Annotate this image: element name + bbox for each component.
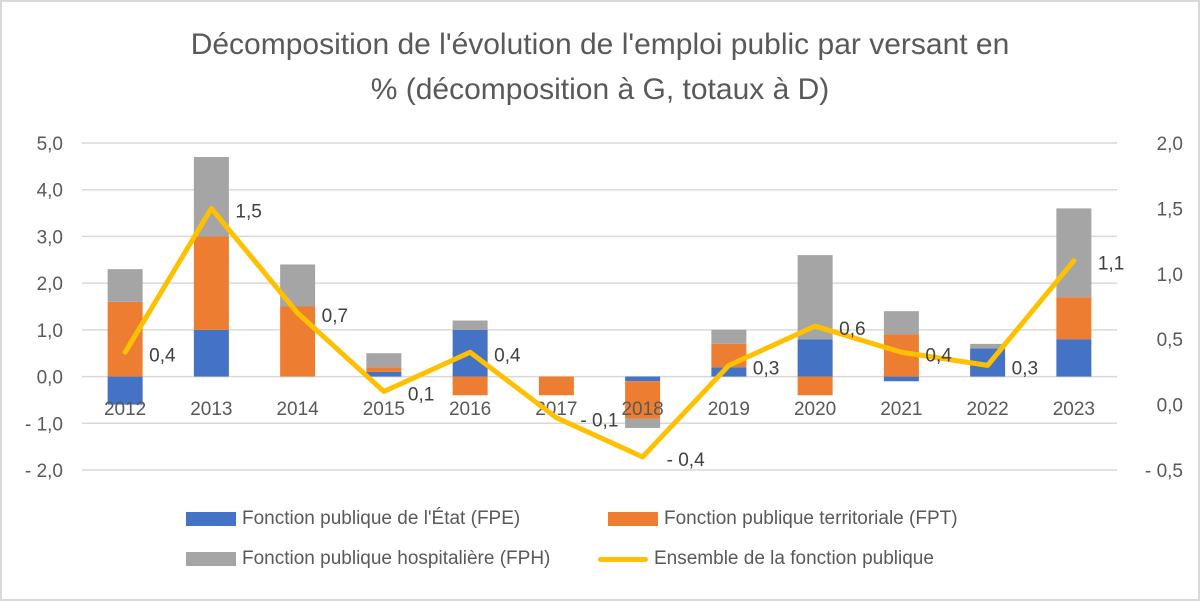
y-right-tick-label: 2,0 bbox=[1157, 134, 1183, 155]
bar-segment-fpt bbox=[625, 381, 661, 419]
bar-segment-fpt bbox=[538, 376, 574, 396]
chart-title-line-1: Décomposition de l'évolution de l'emploi… bbox=[190, 28, 1010, 61]
y-axis-left-labels: 5,0 4,0 3,0 2,0 1,0 0,0 - 1,0 - 2,0 bbox=[25, 134, 63, 482]
line-data-label: 0,6 bbox=[839, 319, 865, 340]
bar-segment-fpe bbox=[625, 376, 661, 382]
x-tick-label: 2018 bbox=[621, 399, 663, 420]
line-data-label: 0,4 bbox=[149, 345, 176, 366]
bar-segment-fpe bbox=[366, 371, 402, 377]
total-line bbox=[122, 205, 1077, 460]
line-data-label: 0,4 bbox=[925, 345, 952, 366]
bar-segment-fpt bbox=[797, 376, 833, 396]
y-left-tick-label: 0,0 bbox=[37, 368, 63, 389]
line-data-label: - 0,1 bbox=[580, 411, 618, 432]
y-axis-right-labels: 2,0 1,5 1,0 0,5 0,0 - 0,5 bbox=[1145, 134, 1183, 482]
bar-segment-fph bbox=[970, 343, 1006, 349]
line-data-label: 0,3 bbox=[1012, 358, 1038, 379]
bar-segment-fpt bbox=[1056, 297, 1092, 340]
bar-segment-fpe bbox=[883, 376, 919, 382]
y-right-tick-label: 0,0 bbox=[1157, 396, 1183, 417]
y-left-tick-label: 4,0 bbox=[37, 181, 63, 202]
bar-segment-fph bbox=[366, 353, 402, 368]
y-left-tick-label: - 2,0 bbox=[25, 461, 63, 482]
legend-swatch-fph bbox=[186, 552, 236, 566]
legend-swatch-total bbox=[598, 556, 648, 562]
y-left-tick-label: 2,0 bbox=[37, 274, 63, 295]
line-data-label: 1,5 bbox=[235, 201, 261, 222]
chart-title: Décomposition de l'évolution de l'emploi… bbox=[0, 22, 1200, 112]
chart-title-line-2: % (décomposition à G, totaux à D) bbox=[370, 73, 830, 106]
legend-swatch-fpe bbox=[186, 512, 236, 526]
line-data-label: 0,7 bbox=[322, 306, 348, 327]
bar-segment-fpt bbox=[280, 306, 316, 377]
line-data-label: - 0,4 bbox=[667, 450, 705, 471]
line-data-label: 1,1 bbox=[1098, 254, 1124, 275]
bar-segment-fpe bbox=[107, 376, 143, 405]
legend-item-total: Ensemble de la fonction publique bbox=[598, 548, 934, 570]
bar-segment-fpt bbox=[366, 367, 402, 372]
x-tick-label: 2023 bbox=[1053, 399, 1095, 420]
y-left-tick-label: - 1,0 bbox=[25, 414, 63, 435]
bar-segment-fph bbox=[883, 311, 919, 335]
line-data-label: 0,4 bbox=[494, 345, 521, 366]
x-tick-label: 2020 bbox=[794, 399, 836, 420]
x-tick-label: 2021 bbox=[880, 399, 922, 420]
line-data-labels: 0,4 1,5 0,7 0,1 0,4 - 0,1 - 0,4 0,3 0,6 0,4 0,3 1,1 bbox=[149, 201, 1124, 471]
legend-swatch-fpt bbox=[608, 512, 658, 526]
legend-label-fpt: Fonction publique territoriale (FPT) bbox=[664, 508, 958, 529]
bar-segment-fph bbox=[625, 418, 661, 428]
line-series-total bbox=[122, 205, 1077, 460]
y-right-tick-label: - 0,5 bbox=[1145, 461, 1183, 482]
y-right-tick-label: 1,5 bbox=[1157, 199, 1183, 220]
line-data-label: 0,1 bbox=[408, 385, 434, 406]
bar-segment-fph bbox=[452, 320, 488, 330]
legend-label-total: Ensemble de la fonction publique bbox=[654, 548, 934, 569]
x-tick-label: 2017 bbox=[535, 399, 577, 420]
x-tick-label: 2012 bbox=[104, 399, 146, 420]
x-tick-label: 2015 bbox=[363, 399, 405, 420]
bars bbox=[107, 157, 1092, 428]
x-tick-label: 2022 bbox=[966, 399, 1008, 420]
legend-item-fph: Fonction publique hospitalière (FPH) bbox=[186, 548, 550, 570]
bar-segment-fph bbox=[711, 329, 747, 344]
bar-segment-fpt bbox=[107, 301, 143, 377]
x-axis-labels: 2012 2013 2014 2015 2016 2017 2018 2019 2020 2021… bbox=[104, 399, 1095, 420]
line-data-label: 0,3 bbox=[753, 358, 779, 379]
x-tick-label: 2016 bbox=[449, 399, 491, 420]
bar-segment-fpe bbox=[1056, 339, 1092, 377]
bar-segment-fpe bbox=[797, 339, 833, 377]
bar-segment-fpt bbox=[193, 236, 229, 330]
gridlines bbox=[82, 142, 1117, 471]
x-tick-label: 2013 bbox=[190, 399, 232, 420]
x-tick-label: 2019 bbox=[708, 399, 750, 420]
bar-segment-fph bbox=[1056, 208, 1092, 298]
bar-segment-fpe bbox=[193, 329, 229, 377]
legend-item-fpe: Fonction publique de l'État (FPE) bbox=[186, 508, 520, 530]
y-right-tick-label: 0,5 bbox=[1157, 330, 1183, 351]
y-left-tick-label: 1,0 bbox=[37, 321, 63, 342]
bar-segment-fph bbox=[107, 269, 143, 302]
y-right-tick-label: 1,0 bbox=[1157, 265, 1183, 286]
bar-segment-fpe bbox=[711, 367, 747, 377]
legend-label-fph: Fonction publique hospitalière (FPH) bbox=[242, 548, 551, 569]
legend-item-fpt: Fonction publique territoriale (FPT) bbox=[608, 508, 958, 530]
bar-segment-fpt bbox=[452, 376, 488, 396]
y-left-tick-label: 3,0 bbox=[37, 227, 63, 248]
x-tick-label: 2014 bbox=[276, 399, 319, 420]
y-left-tick-label: 5,0 bbox=[37, 134, 63, 155]
legend-label-fpe: Fonction publique de l'État (FPE) bbox=[242, 508, 521, 529]
